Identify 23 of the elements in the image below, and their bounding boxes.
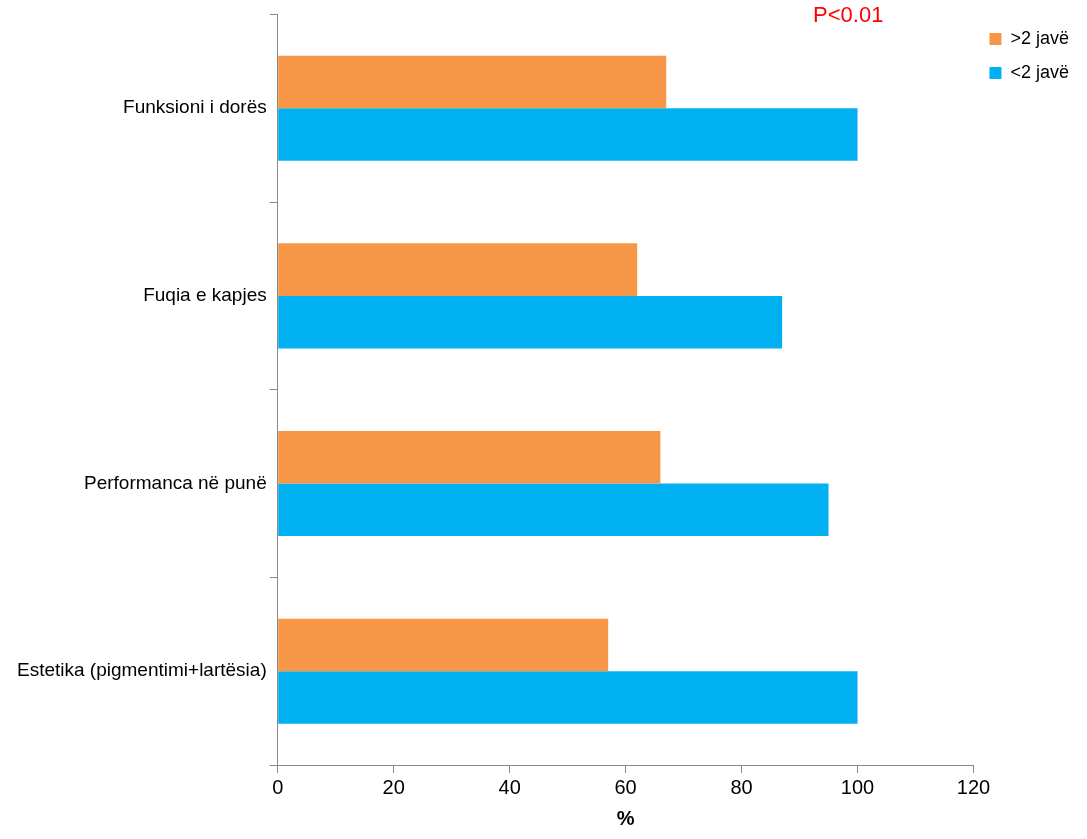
legend-label: >2 javë [1010,27,1069,48]
bar [278,430,661,484]
bar [278,483,829,537]
x-tick-label: 20 [382,775,405,798]
y-tick-label: Performanca në punë [83,471,267,493]
bar [278,243,638,296]
x-axis-title: % [616,806,635,829]
x-tick-label: 40 [498,775,521,798]
y-tick-label: Funksioni i dorës [123,96,267,118]
bar [278,55,667,109]
bar [278,618,609,672]
bar [278,108,858,161]
annotation: P<0.01 [813,2,884,28]
bar [278,295,783,349]
legend-label: <2 javë [1010,61,1069,82]
x-tick-label: 100 [840,775,875,798]
x-tick-label: 60 [614,775,637,798]
y-tick-label: Estetika (pigmentimi+lartësia) [16,659,267,681]
y-tick-label: Fuqia e kapjes [143,284,267,306]
x-tick-label: 80 [730,775,753,798]
bar [278,671,858,724]
x-tick-label: 120 [956,775,991,798]
x-tick-label: 0 [272,775,284,798]
